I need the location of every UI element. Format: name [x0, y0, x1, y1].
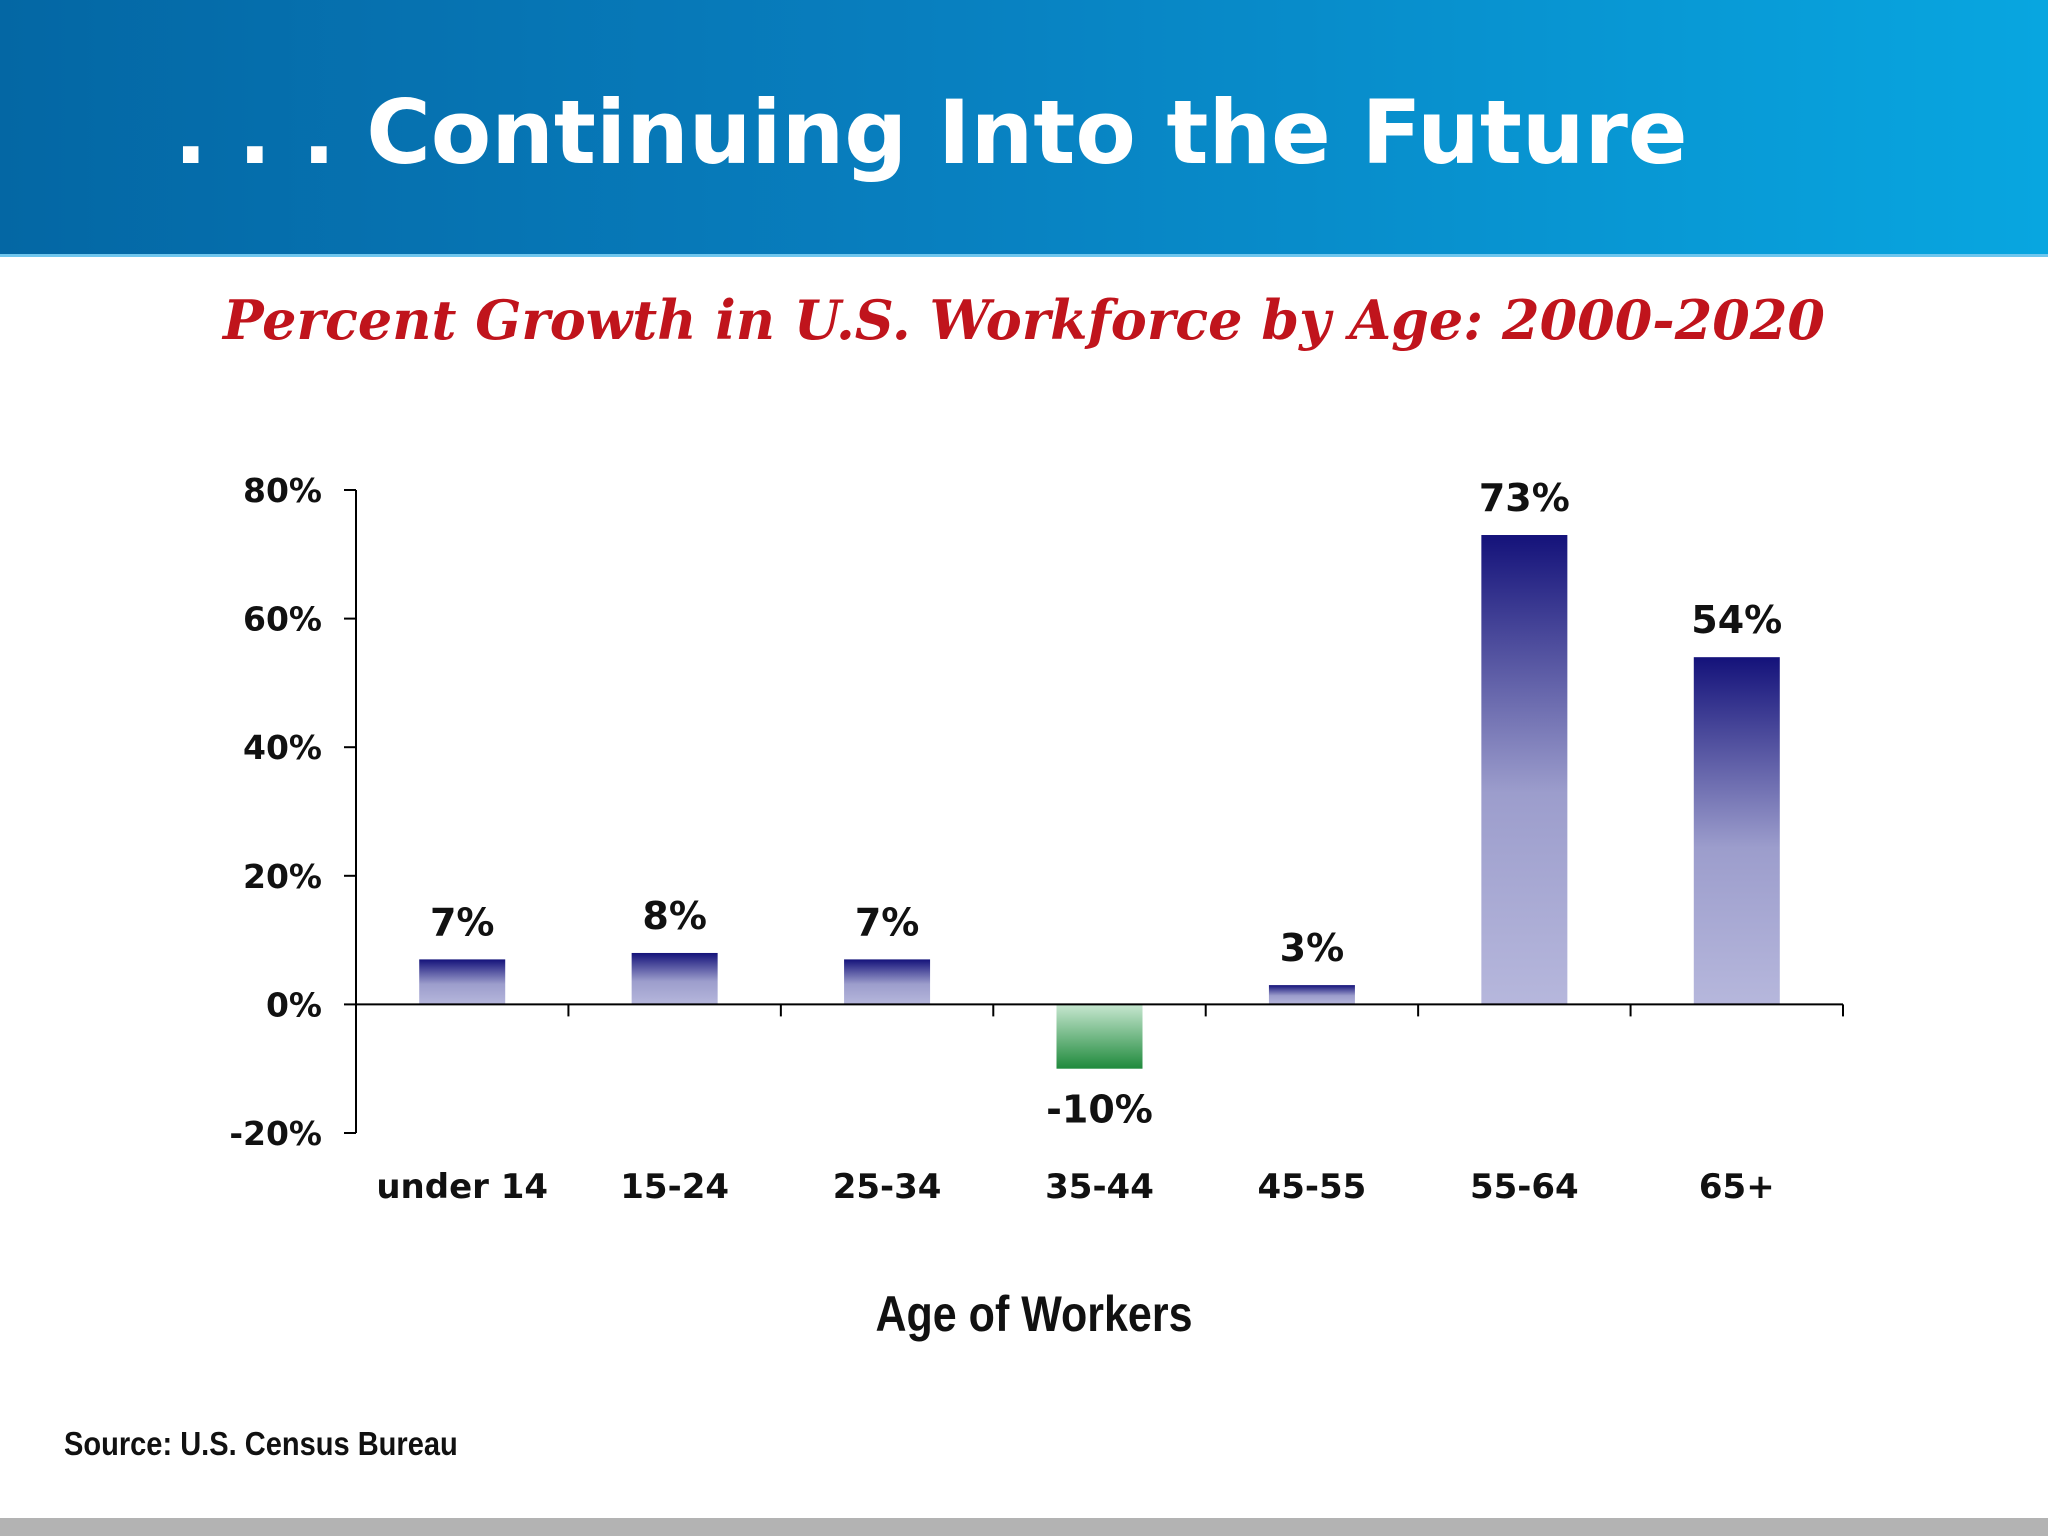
source-note: Source: U.S. Census Bureau	[64, 1425, 458, 1462]
y-tick-label: 0%	[266, 985, 322, 1024]
data-label: 7%	[430, 900, 495, 944]
y-tick-label: -20%	[229, 1114, 322, 1153]
x-tick-label: 25-34	[833, 1167, 942, 1207]
x-tick-label: 55-64	[1470, 1167, 1579, 1207]
x-tick-label: 65+	[1699, 1167, 1775, 1207]
bar	[419, 959, 506, 1005]
y-axis: -20% 0% 20% 40% 60% 80%	[229, 471, 357, 1153]
x-tick-label: 45-55	[1258, 1167, 1367, 1207]
data-label: 73%	[1479, 476, 1570, 520]
y-tick-label: 20%	[243, 857, 322, 896]
data-label: 3%	[1280, 926, 1345, 970]
data-label: 54%	[1691, 598, 1782, 642]
bar	[1481, 535, 1568, 1005]
bar	[1268, 985, 1355, 1005]
data-label: 7%	[855, 900, 920, 944]
x-tick-label: under 14	[376, 1167, 548, 1207]
bar	[844, 959, 931, 1005]
x-tick-label: 15-24	[620, 1167, 729, 1207]
footer-bar	[0, 1518, 2048, 1536]
y-tick-label: 80%	[243, 471, 322, 510]
x-tick-label: 35-44	[1045, 1167, 1154, 1207]
bar	[1693, 657, 1780, 1005]
bar	[631, 952, 718, 1005]
bars: 7% 8% 7% -10% 3% 73% 54%	[419, 476, 1782, 1132]
data-label: 8%	[642, 894, 707, 938]
x-axis-title: Age of Workers	[875, 1286, 1193, 1342]
x-axis: under 14 15-24 25-34 35-44 45-55 55-64 65+	[356, 1003, 1844, 1207]
y-tick-label: 40%	[243, 728, 322, 767]
header-banner: . . . Continuing Into the Future	[0, 0, 2048, 257]
slide-title: . . . Continuing Into the Future	[174, 81, 1688, 184]
bar	[1056, 1004, 1143, 1069]
data-label: -10%	[1046, 1088, 1153, 1132]
y-tick-label: 60%	[243, 600, 322, 639]
chart-title: Percent Growth in U.S. Workforce by Age:…	[223, 288, 1825, 352]
